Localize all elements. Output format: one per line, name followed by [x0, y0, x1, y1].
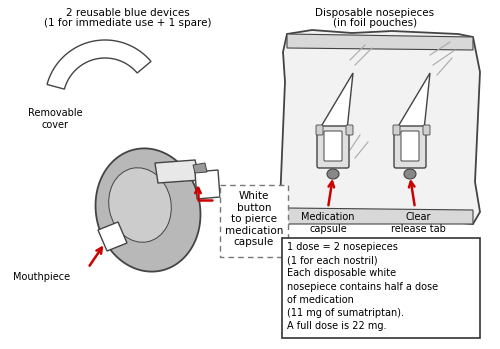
Polygon shape: [98, 222, 127, 251]
Text: Each disposable white: Each disposable white: [287, 268, 396, 279]
FancyBboxPatch shape: [316, 125, 323, 135]
Polygon shape: [396, 73, 430, 130]
Polygon shape: [47, 40, 151, 89]
Text: (1 for each nostril): (1 for each nostril): [287, 255, 378, 265]
FancyBboxPatch shape: [401, 131, 419, 161]
Text: 1 dose = 2 nosepieces: 1 dose = 2 nosepieces: [287, 242, 398, 252]
Text: Clear
release tab: Clear release tab: [390, 212, 446, 233]
Text: (11 mg of sumatriptan).: (11 mg of sumatriptan).: [287, 308, 404, 318]
FancyBboxPatch shape: [317, 126, 349, 168]
Text: 2 reusable blue devices: 2 reusable blue devices: [66, 8, 190, 18]
FancyBboxPatch shape: [394, 126, 426, 168]
Text: A full dose is 22 mg.: A full dose is 22 mg.: [287, 321, 386, 331]
Polygon shape: [319, 73, 353, 130]
Ellipse shape: [108, 168, 172, 242]
Text: Medication
capsule: Medication capsule: [301, 212, 355, 233]
Polygon shape: [195, 170, 220, 199]
Text: White
button
to pierce
medication
capsule: White button to pierce medication capsul…: [225, 191, 283, 247]
Polygon shape: [287, 208, 473, 224]
FancyBboxPatch shape: [393, 125, 400, 135]
FancyBboxPatch shape: [346, 125, 353, 135]
FancyBboxPatch shape: [423, 125, 430, 135]
Text: Mouthpiece: Mouthpiece: [14, 272, 70, 282]
Text: Removable
cover: Removable cover: [28, 108, 82, 129]
Polygon shape: [96, 148, 200, 272]
Polygon shape: [280, 30, 480, 224]
FancyBboxPatch shape: [282, 238, 480, 338]
Text: (in foil pouches): (in foil pouches): [333, 18, 417, 28]
Text: of medication: of medication: [287, 295, 354, 305]
Text: (1 for immediate use + 1 spare): (1 for immediate use + 1 spare): [44, 18, 212, 28]
Polygon shape: [287, 34, 473, 50]
Text: Disposable nosepieces: Disposable nosepieces: [316, 8, 434, 18]
Ellipse shape: [327, 169, 339, 179]
FancyBboxPatch shape: [324, 131, 342, 161]
Polygon shape: [193, 163, 207, 173]
FancyBboxPatch shape: [220, 185, 288, 257]
Text: nosepiece contains half a dose: nosepiece contains half a dose: [287, 282, 438, 292]
Polygon shape: [155, 160, 200, 183]
Ellipse shape: [404, 169, 416, 179]
